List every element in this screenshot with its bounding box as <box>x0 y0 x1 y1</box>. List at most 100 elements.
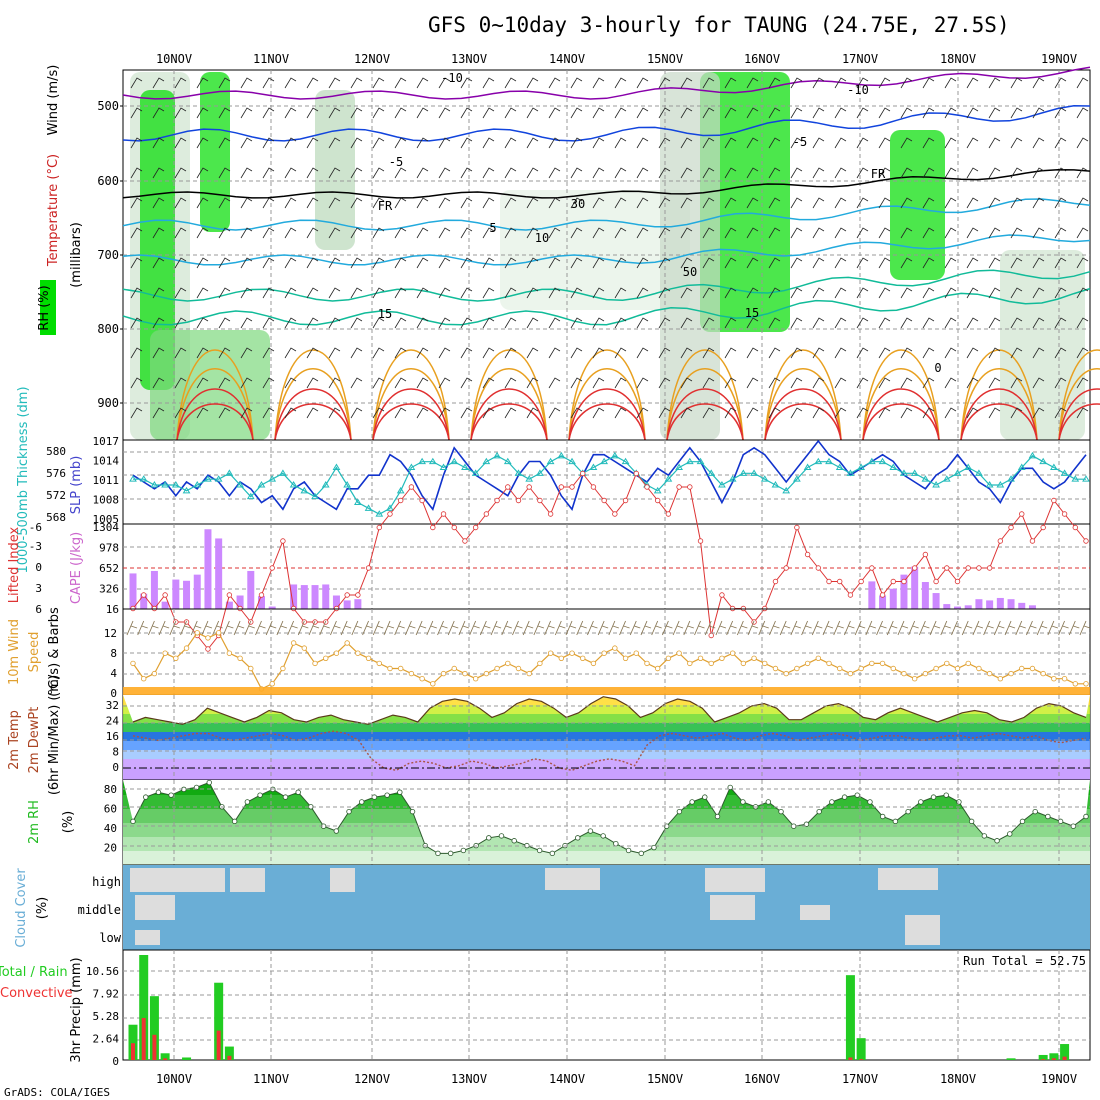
cape-axis-label: CAPE (J/kg) <box>69 532 84 604</box>
surface-wind-barb <box>587 620 598 636</box>
wind-barb <box>526 107 539 119</box>
surface-wind-barb <box>576 620 587 636</box>
wind-barb <box>702 257 715 269</box>
rh-shading <box>500 190 690 310</box>
wind-barb <box>966 347 979 359</box>
wind-speed-marker <box>601 650 607 656</box>
surface-wind-barb <box>811 620 823 636</box>
wind-barb <box>900 287 913 299</box>
wind-barb <box>504 137 517 149</box>
wind-barb <box>526 167 539 179</box>
wind-barb <box>306 377 319 389</box>
thickness-marker <box>450 457 459 465</box>
wind-barb <box>482 77 495 89</box>
wind-barb <box>438 107 451 119</box>
thickness-marker <box>439 463 448 470</box>
wind-barb <box>658 167 671 179</box>
wind-barb <box>438 287 451 299</box>
wind-barb <box>438 77 451 89</box>
surface-wind-barb <box>426 620 437 636</box>
wind-barb <box>812 167 825 179</box>
wind-barb <box>372 407 385 419</box>
thickness-slp-panel: 1017 1014 1011 1008 1005 580 576 572 568 1000-500… <box>16 386 1091 574</box>
rh-marker <box>206 779 212 786</box>
thickness-marker <box>803 463 812 470</box>
li-marker <box>269 565 275 571</box>
thickness-marker <box>1082 475 1090 482</box>
surface-wind-barb <box>993 620 1005 636</box>
wind-barb <box>856 407 869 419</box>
wind-barb <box>922 377 935 389</box>
wind-barb <box>922 107 935 119</box>
cape-bar <box>986 600 994 609</box>
li-marker <box>804 551 811 558</box>
surface-wind-barb <box>779 620 791 636</box>
thickness-marker <box>321 481 330 488</box>
cape-bar <box>140 593 148 609</box>
cape-bar <box>161 601 169 609</box>
li-marker <box>1040 524 1046 531</box>
wind-barb <box>746 137 759 149</box>
li-marker <box>933 578 939 585</box>
wind-barb <box>922 77 935 89</box>
thickness-marker <box>589 463 598 470</box>
wind-barb <box>350 287 363 299</box>
wind-barb <box>724 407 737 419</box>
wind-barb <box>394 137 407 149</box>
wind-barb <box>1010 377 1023 389</box>
rh-axis-label: RH (%) <box>37 285 52 330</box>
rh-marker <box>918 799 924 805</box>
wind-barb <box>196 197 209 209</box>
wind-speed-marker <box>976 665 982 672</box>
wind-barb <box>988 77 1001 89</box>
temperature-band <box>123 714 1090 723</box>
wind-barb <box>306 317 319 329</box>
wind-barb <box>548 107 561 119</box>
wind-barb <box>878 227 891 239</box>
li-marker <box>826 578 832 585</box>
wind-barb <box>944 407 957 419</box>
wind-tick-label: 8 <box>110 647 117 660</box>
wind-barb <box>394 377 407 389</box>
surface-wind-barb <box>608 620 619 636</box>
wind-barb <box>614 107 627 119</box>
wind-speed-marker <box>997 676 1004 682</box>
isotherm-line <box>122 168 1091 199</box>
cloud-axis-label: Cloud Cover <box>14 868 29 948</box>
wind-barb <box>416 137 429 149</box>
wind-speed-marker <box>483 670 490 677</box>
wind-barb <box>856 377 869 389</box>
wind-barb <box>570 197 583 209</box>
wind-barb <box>174 137 187 149</box>
precip-panel-frame <box>122 949 1091 1061</box>
cape-bar <box>247 570 255 609</box>
surface-wind-barb <box>1058 620 1069 636</box>
wind-speed-marker <box>879 660 886 667</box>
wind-barb <box>790 77 803 89</box>
rh-marker <box>587 828 594 834</box>
wind-barb <box>394 227 407 239</box>
wind-barb <box>812 377 825 389</box>
wind-barb <box>372 107 385 119</box>
wind-speed-marker <box>248 665 254 672</box>
wind-barb <box>394 317 407 329</box>
temperature-tick-label: 32 <box>106 699 119 712</box>
wind-barb <box>218 347 231 359</box>
wind-barb <box>460 407 473 419</box>
wind-speed-marker <box>1019 665 1025 672</box>
warm-isotherm <box>960 403 1038 441</box>
precip-total-bar <box>1006 1058 1016 1060</box>
slp-tick-label: 1005 <box>93 513 120 526</box>
wind-barb <box>262 317 275 329</box>
surface-wind-barb <box>501 620 512 636</box>
wind-barb <box>394 197 407 209</box>
cloud-gap <box>705 868 765 892</box>
wind-barb <box>1010 257 1023 269</box>
wind-barb <box>372 287 385 299</box>
wind-barb <box>592 107 605 119</box>
wind-barb <box>592 77 605 89</box>
thickness-marker <box>942 475 951 482</box>
wind-barb <box>856 257 869 269</box>
li-marker <box>858 578 864 585</box>
surface-wind-barb <box>983 620 994 636</box>
